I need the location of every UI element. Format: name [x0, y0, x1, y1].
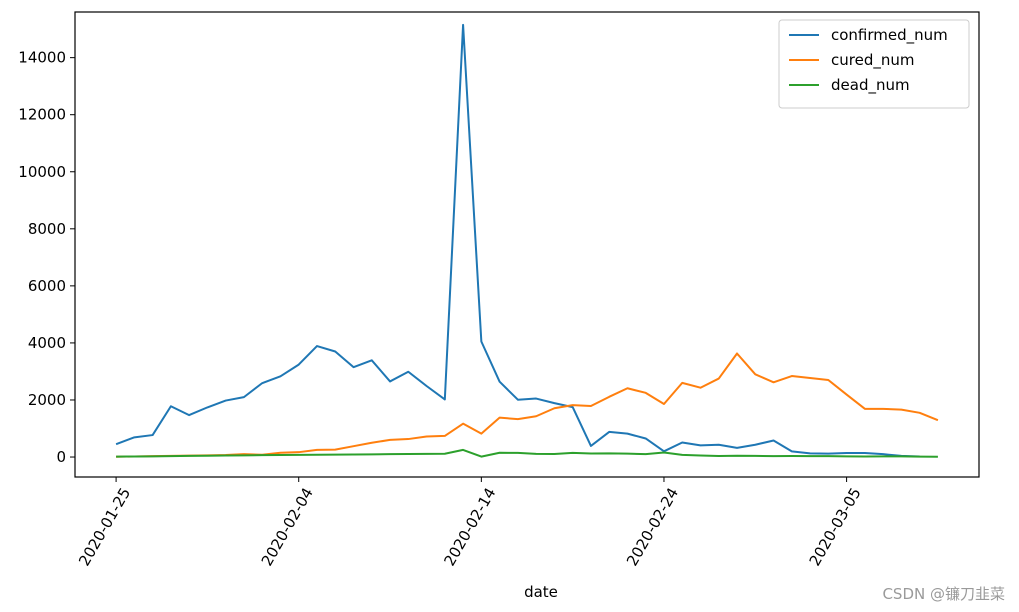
series-layer — [115, 23, 939, 458]
legend-label-dead_num: dead_num — [831, 76, 910, 95]
series-line-dead_num — [116, 448, 938, 458]
series-line-cured_num — [116, 352, 939, 458]
y-axis: 0 2000 4000 6000 8000 10000 12000 14000 — [18, 49, 75, 466]
y-tick-label: 0 — [56, 448, 66, 466]
y-tick-label: 12000 — [18, 106, 66, 124]
x-tick-label: 2020-02-14 — [440, 485, 499, 570]
y-tick-label: 14000 — [18, 49, 66, 67]
x-axis: 2020-01-25 2020-02-04 2020-02-14 2020-02-24… — [75, 477, 865, 569]
y-tick-label: 8000 — [28, 220, 66, 238]
y-tick-label: 6000 — [28, 277, 66, 295]
legend-label-confirmed_num: confirmed_num — [831, 26, 948, 45]
watermark: CSDN @镰刀韭菜 — [882, 585, 1005, 603]
series-line-confirmed_num — [115, 23, 920, 458]
y-tick-label: 10000 — [18, 163, 66, 181]
legend-box — [778, 19, 970, 109]
x-tick-label: 2020-02-24 — [623, 485, 682, 570]
plot-area-frame — [74, 11, 980, 478]
y-tick-label: 4000 — [28, 334, 66, 352]
y-tick-label: 2000 — [28, 391, 66, 409]
x-tick-label: 2020-03-05 — [806, 485, 865, 570]
x-tick-label: 2020-01-25 — [75, 485, 134, 570]
x-axis-label: date — [524, 583, 558, 601]
legend: confirmed_num cured_num dead_num — [778, 19, 970, 109]
legend-label-cured_num: cured_num — [831, 51, 914, 70]
x-tick-label: 2020-02-04 — [258, 485, 317, 570]
